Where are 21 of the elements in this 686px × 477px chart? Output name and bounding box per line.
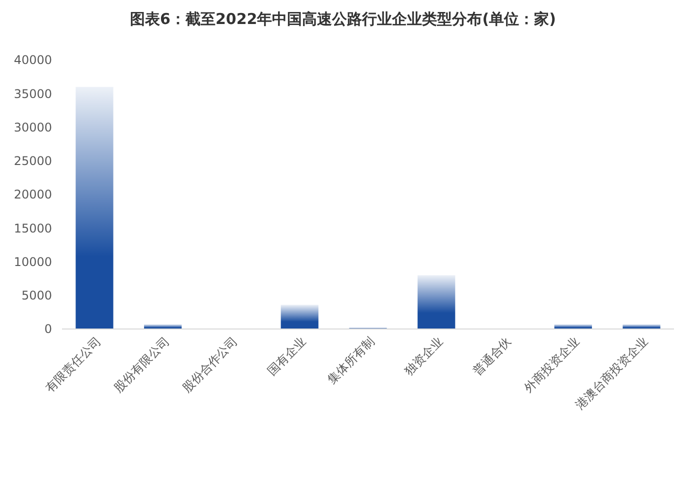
x-tick-label: 股份合作公司: [180, 334, 240, 396]
chart-title: 图表6：截至2022年中国高速公路行业企业类型分布(单位：家): [130, 10, 556, 28]
y-tick-label: 10000: [14, 254, 52, 269]
y-tick-label: 5000: [21, 288, 52, 303]
y-tick-label: 15000: [14, 221, 52, 236]
y-tick-label: 35000: [14, 86, 52, 101]
x-tick-label: 有限责任公司: [42, 334, 104, 396]
y-tick-label: 20000: [14, 188, 52, 202]
x-tick-label: 独资企业: [402, 334, 446, 378]
x-tick-label: 国有企业: [264, 334, 309, 378]
y-tick-label: 25000: [14, 154, 52, 168]
bar: [418, 275, 456, 329]
x-tick-label: 股份有限公司: [111, 334, 172, 396]
x-tick-label: 外商投资企业: [521, 334, 582, 396]
bar: [280, 304, 318, 329]
bar: [76, 86, 114, 329]
x-tick-label: 普通合伙: [470, 334, 514, 378]
x-tick-label: 集体所有制: [324, 334, 378, 387]
y-tick-label: 30000: [14, 120, 52, 134]
y-tick-label: 40000: [14, 53, 52, 68]
y-tick-label: 0: [44, 322, 52, 336]
